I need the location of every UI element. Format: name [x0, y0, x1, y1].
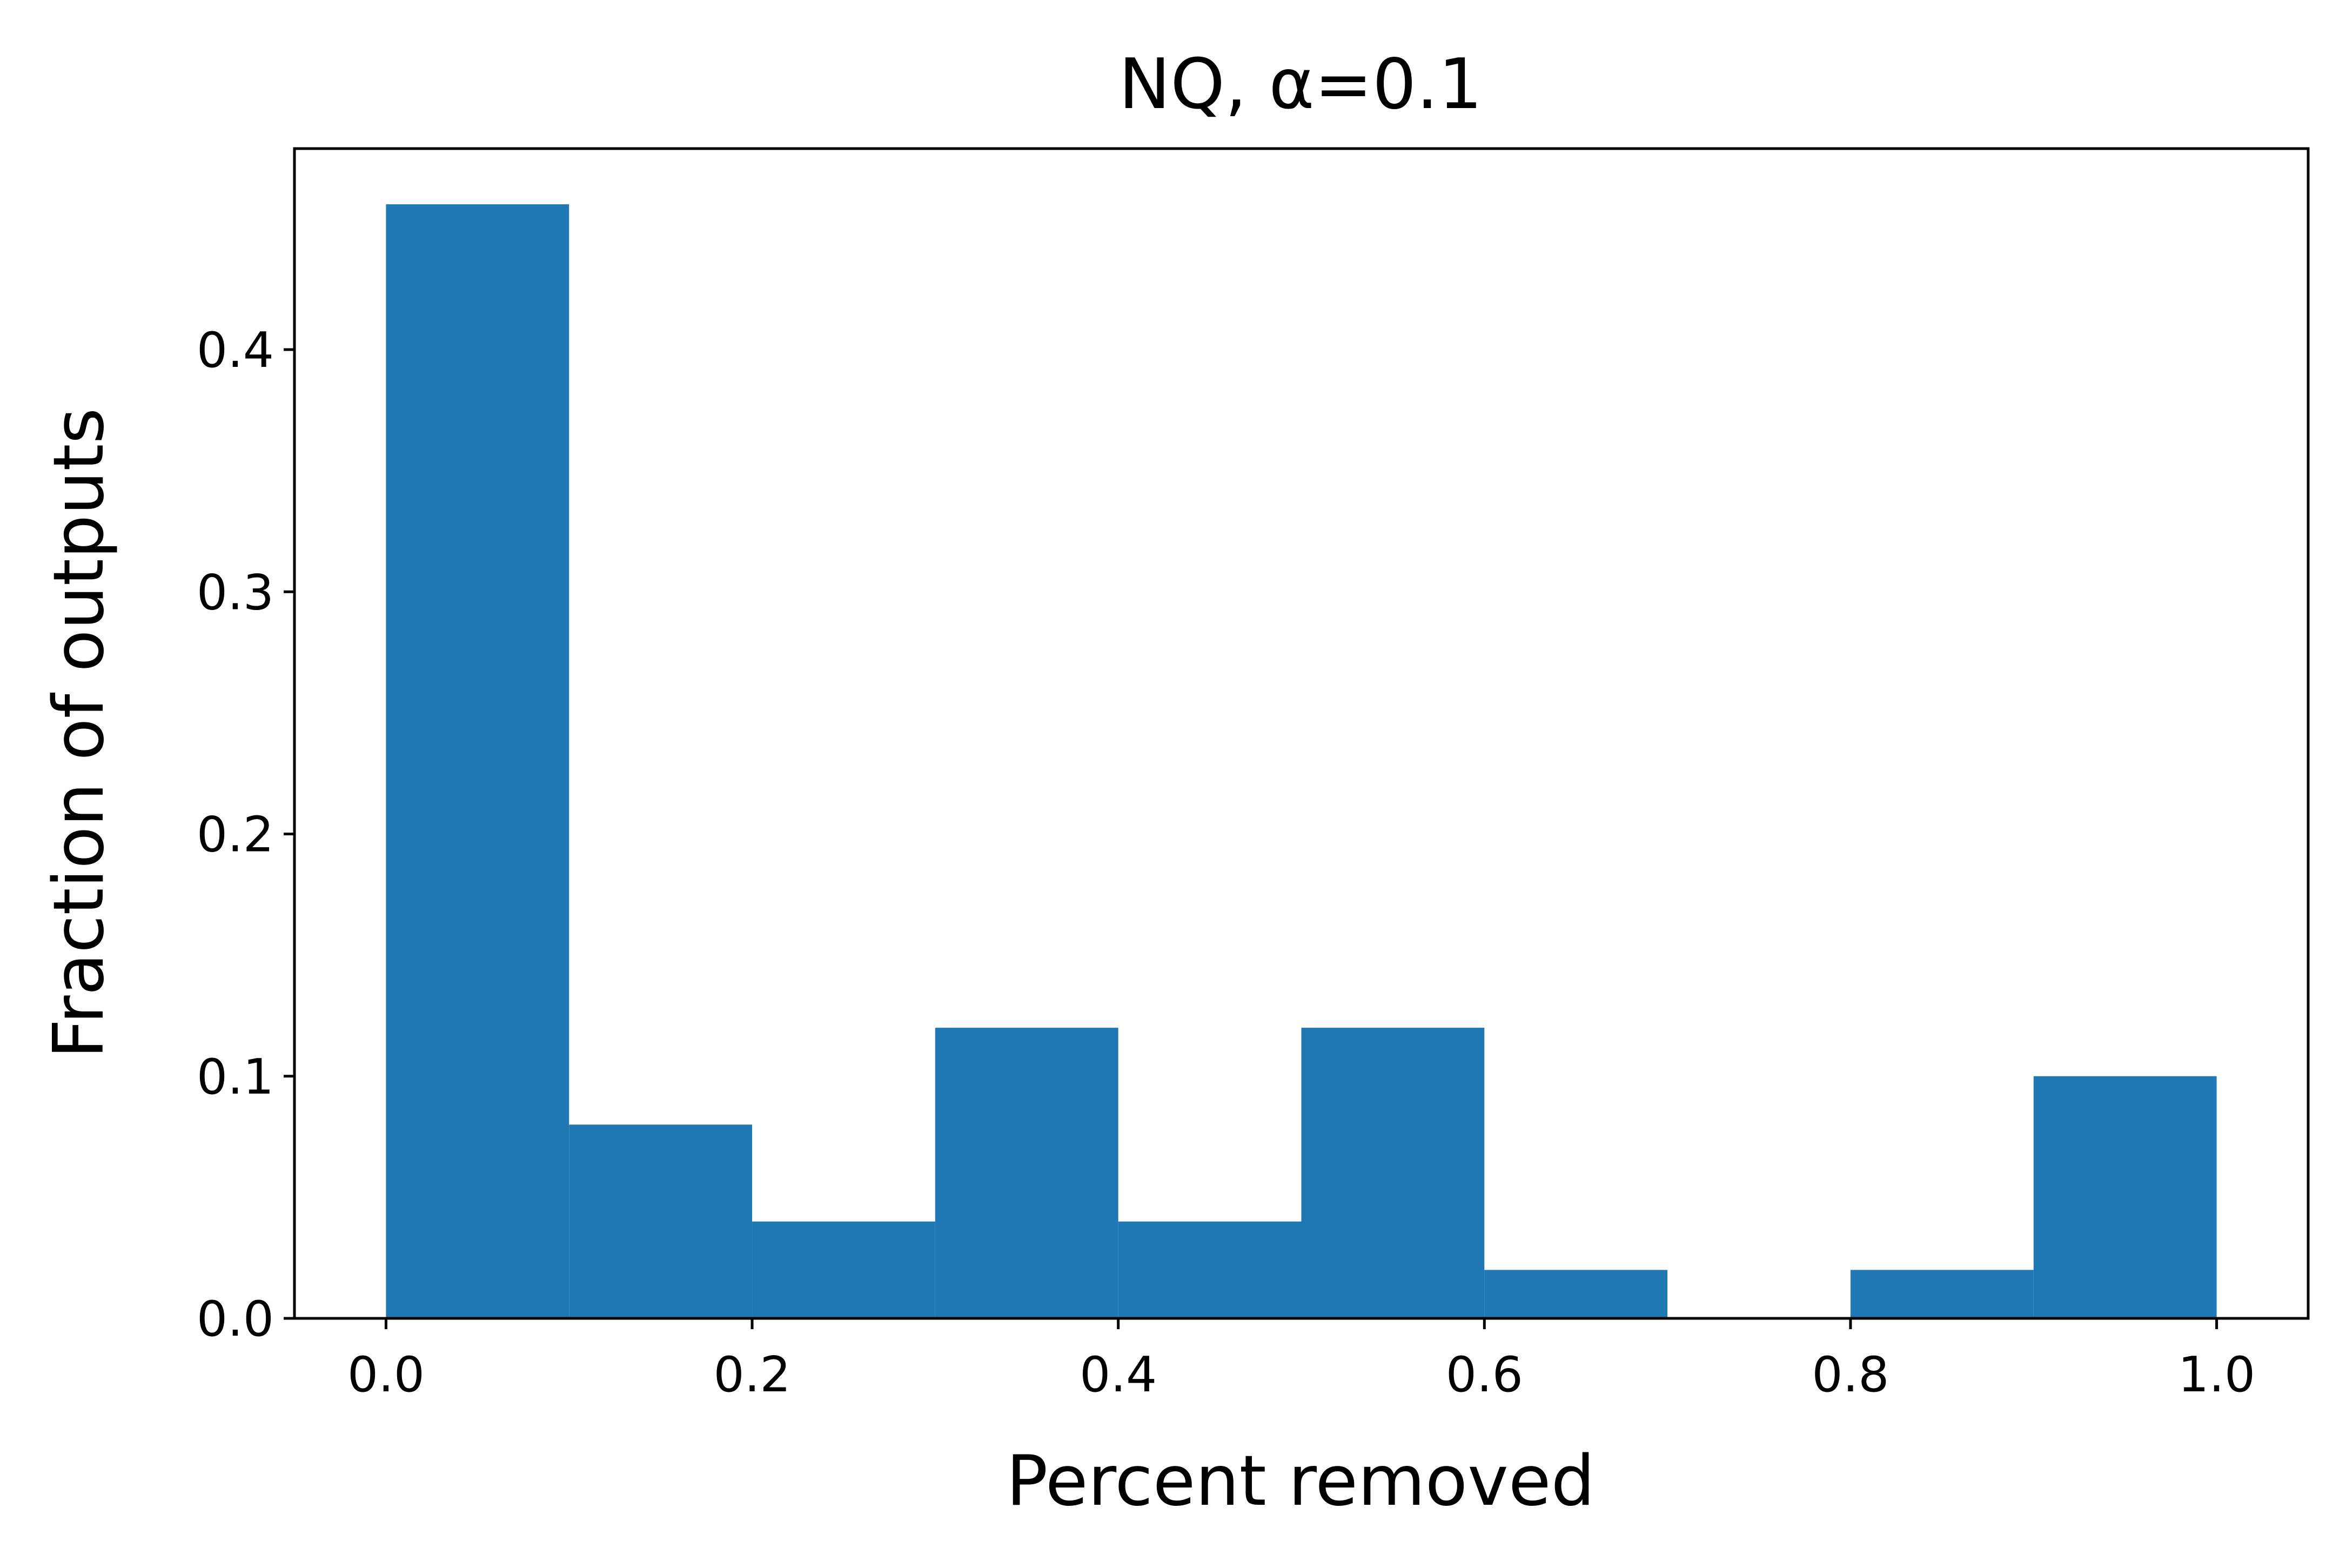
chart-title: NQ, α=0.1: [1118, 44, 1482, 125]
histogram-bar-0: [386, 204, 569, 1319]
histogram-bar-9: [2033, 1076, 2217, 1318]
y-axis-label: Fraction of outputs: [39, 408, 119, 1059]
x-tick-label-4: 0.8: [1812, 1346, 1889, 1403]
x-tick-label-2: 0.4: [1080, 1346, 1157, 1403]
histogram-bar-1: [569, 1124, 753, 1318]
y-tick-label-0: 0.0: [197, 1291, 274, 1348]
x-tick-label-0: 0.0: [347, 1346, 425, 1403]
y-tick-label-4: 0.4: [197, 322, 274, 379]
histogram-bar-3: [935, 1028, 1118, 1318]
plot-frame: [293, 147, 2310, 1320]
x-tick-label-3: 0.6: [1446, 1346, 1523, 1403]
histogram-bar-4: [1118, 1221, 1302, 1318]
x-axis-label: Percent removed: [1006, 1441, 1595, 1522]
histogram-bar-6: [1484, 1270, 1668, 1318]
y-axis-ticks: 0.0 0.1 0.2 0.3 0.4: [197, 322, 294, 1348]
x-tick-label-1: 0.2: [713, 1346, 790, 1403]
histogram-bar-8: [1850, 1270, 2034, 1318]
bars-group: [386, 204, 2217, 1319]
histogram-bar-5: [1301, 1028, 1485, 1318]
x-axis-ticks: 0.0 0.2 0.4 0.6 0.8 1.0: [347, 1318, 2255, 1403]
y-tick-label-3: 0.3: [197, 564, 274, 621]
y-tick-label-1: 0.1: [197, 1049, 274, 1105]
x-tick-label-5: 1.0: [2178, 1346, 2255, 1403]
histogram-bar-2: [752, 1221, 935, 1318]
y-tick-label-2: 0.2: [197, 807, 274, 863]
